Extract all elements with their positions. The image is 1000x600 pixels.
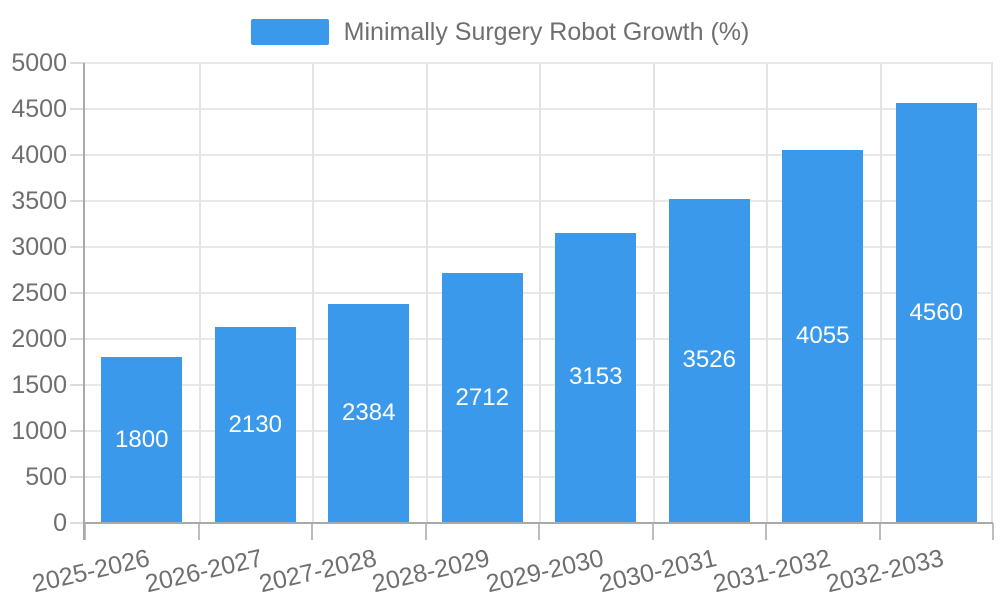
bar-value-label: 3153 bbox=[569, 363, 623, 391]
y-axis-tick bbox=[70, 292, 85, 294]
bar-value-label: 2384 bbox=[342, 398, 396, 426]
y-axis-tick bbox=[70, 62, 85, 64]
bar-value-label: 2130 bbox=[228, 410, 282, 438]
x-axis-tick bbox=[424, 523, 427, 540]
y-tick-label: 1500 bbox=[11, 370, 67, 399]
y-tick-label: 1000 bbox=[11, 416, 67, 445]
x-axis-tick bbox=[84, 523, 86, 540]
bar[interactable]: 3526 bbox=[668, 198, 750, 522]
bar[interactable]: 2130 bbox=[214, 327, 296, 522]
y-tick-label: 500 bbox=[25, 462, 67, 491]
y-tick-label: 3500 bbox=[11, 186, 67, 215]
y-axis-tick bbox=[70, 522, 85, 524]
y-axis-tick bbox=[70, 384, 85, 386]
x-axis-tick bbox=[992, 523, 994, 540]
x-axis-tick bbox=[651, 523, 654, 540]
y-tick-label: 2000 bbox=[11, 324, 67, 353]
gridline-vertical bbox=[539, 63, 541, 523]
y-tick-label: 2500 bbox=[11, 278, 67, 307]
x-axis-line bbox=[83, 522, 993, 524]
x-axis-tick bbox=[538, 523, 540, 540]
x-axis-tick bbox=[765, 523, 767, 540]
legend-swatch[interactable] bbox=[250, 19, 329, 45]
bar[interactable]: 2712 bbox=[441, 273, 523, 522]
y-tick-label: 5000 bbox=[11, 48, 67, 77]
y-tick-label: 4500 bbox=[11, 94, 67, 123]
legend: Minimally Surgery Robot Growth (%) bbox=[0, 16, 1000, 48]
y-axis-line bbox=[83, 63, 85, 540]
gridline-vertical bbox=[766, 63, 768, 523]
gridline-vertical bbox=[991, 63, 993, 523]
gridline-vertical bbox=[198, 63, 201, 523]
bar-value-label: 3526 bbox=[682, 346, 736, 374]
y-axis-tick bbox=[70, 200, 85, 202]
y-axis-tick bbox=[70, 108, 85, 110]
bar[interactable]: 2384 bbox=[328, 303, 410, 522]
gridline-vertical bbox=[312, 63, 314, 523]
y-axis-tick bbox=[70, 338, 85, 340]
y-tick-label: 3000 bbox=[11, 232, 67, 261]
x-axis-tick bbox=[878, 523, 881, 540]
gridline-vertical bbox=[879, 63, 882, 523]
bar-value-label: 4055 bbox=[796, 321, 850, 349]
y-axis-tick bbox=[70, 246, 85, 248]
y-axis-tick bbox=[70, 154, 85, 156]
x-axis-tick bbox=[311, 523, 313, 540]
gridline-vertical bbox=[425, 63, 428, 523]
x-axis-tick bbox=[197, 523, 200, 540]
bar-value-label: 4560 bbox=[909, 298, 963, 326]
y-tick-label: 4000 bbox=[11, 140, 67, 169]
bar[interactable]: 1800 bbox=[101, 357, 183, 522]
bar[interactable]: 4560 bbox=[895, 103, 977, 522]
gridline-vertical bbox=[652, 63, 655, 523]
legend-label[interactable]: Minimally Surgery Robot Growth (%) bbox=[343, 17, 750, 46]
y-tick-label: 0 bbox=[53, 508, 67, 537]
bar-value-label: 1800 bbox=[115, 425, 169, 453]
bar[interactable]: 3153 bbox=[555, 232, 637, 522]
y-axis-tick bbox=[70, 430, 85, 432]
y-axis-tick bbox=[70, 476, 85, 478]
bar-value-label: 2712 bbox=[455, 383, 509, 411]
bar[interactable]: 4055 bbox=[782, 149, 864, 522]
